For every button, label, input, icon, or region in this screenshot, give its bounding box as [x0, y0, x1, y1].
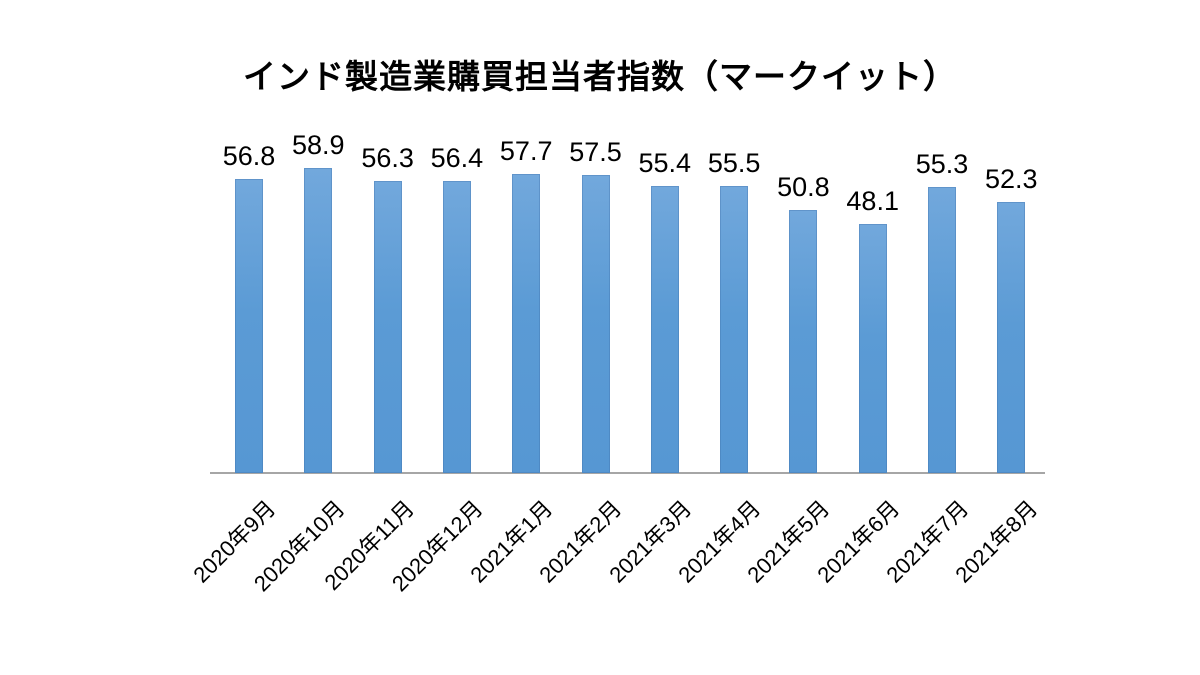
- data-label: 57.7: [499, 136, 553, 167]
- data-label: 50.8: [777, 171, 830, 202]
- bar: [650, 186, 679, 473]
- data-label: 56.3: [361, 143, 414, 174]
- bar: [928, 186, 956, 473]
- chart-title: インド製造業購買担当者指数（マークイット）: [243, 58, 957, 95]
- bar: [997, 202, 1026, 473]
- data-label: 55.5: [707, 147, 761, 178]
- bar: [235, 178, 263, 473]
- data-label: 48.1: [846, 185, 899, 216]
- bar: [304, 168, 333, 473]
- bar: [858, 223, 887, 473]
- data-label: 56.8: [222, 140, 276, 171]
- bar: [789, 209, 818, 473]
- data-label: 55.4: [638, 148, 692, 179]
- bar: [442, 180, 471, 473]
- data-label: 57.5: [569, 137, 622, 168]
- x-axis-line: [210, 472, 1045, 474]
- bar: [373, 181, 402, 473]
- data-label: 55.3: [915, 148, 969, 179]
- bar: [581, 175, 610, 473]
- data-label: 52.3: [985, 164, 1038, 195]
- bar: [720, 185, 749, 473]
- bar: [512, 174, 541, 473]
- data-label: 58.9: [292, 130, 345, 160]
- data-label: 56.4: [430, 142, 484, 173]
